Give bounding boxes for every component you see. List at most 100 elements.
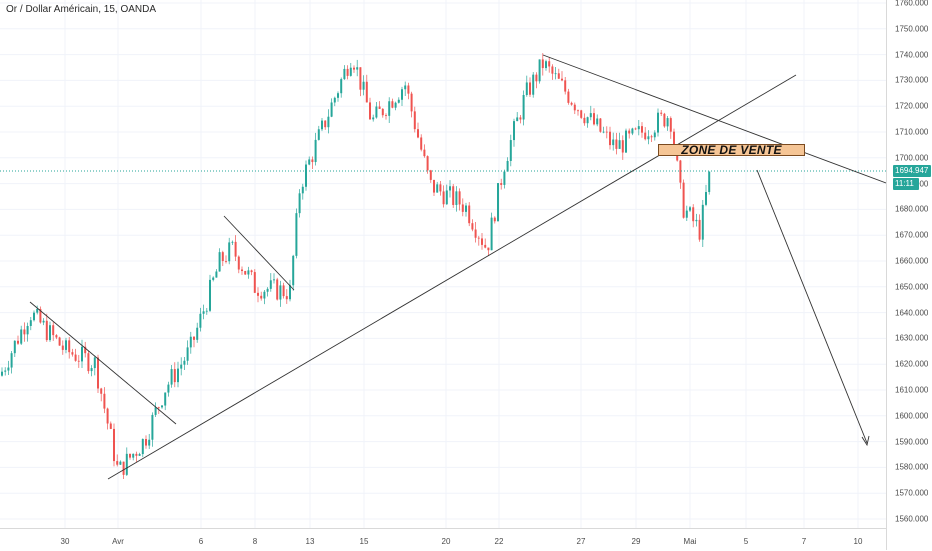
candle-body	[289, 285, 291, 300]
candle-body	[410, 93, 413, 112]
candle-body	[618, 140, 621, 149]
time-tick-label: 8	[252, 537, 258, 546]
candle-body	[653, 132, 656, 138]
candle-body	[695, 219, 698, 222]
price-tick-label: 1760.000	[895, 0, 929, 8]
candle-body	[23, 329, 26, 335]
candle-body	[567, 91, 570, 103]
candle-body	[33, 312, 35, 321]
trendline-small-descending-1[interactable]	[29, 301, 177, 425]
candle-body	[90, 368, 93, 372]
trendline-resistance[interactable]	[542, 54, 886, 184]
candle-body	[481, 238, 483, 245]
drawings-layer[interactable]	[29, 54, 886, 480]
chart-area[interactable]: Or / Dollar Américain, 15, OANDA ZONE DE…	[0, 0, 886, 550]
candle-body	[426, 156, 429, 171]
price-tick-label: 1570.000	[895, 488, 929, 498]
time-tick-label: Mai	[683, 537, 697, 546]
candle-body	[429, 170, 432, 180]
candle-body	[141, 439, 144, 455]
price-tick-label: 1590.000	[895, 437, 929, 447]
time-tick-label: 22	[494, 537, 504, 546]
candle-body	[548, 61, 551, 67]
candle-body	[356, 67, 359, 70]
candle-body	[391, 101, 394, 108]
price-axis[interactable]: 1760.000 1750.000 1740.000 1730.000 1720.000…	[886, 0, 932, 550]
candle-body	[513, 121, 515, 141]
candle-body	[10, 353, 13, 368]
candle-body	[701, 204, 704, 240]
candle-body	[346, 68, 349, 76]
candle-body	[129, 453, 131, 458]
candle-body	[215, 271, 218, 278]
time-tick-label: 20	[441, 537, 451, 546]
candle-body	[369, 102, 371, 120]
candle-body	[186, 347, 189, 361]
candle-body	[359, 67, 362, 90]
time-axis[interactable]: 30 Avr 6 8 13 15 20 22 27 29 Mai 5 7 10	[0, 528, 886, 551]
candle-body	[586, 117, 589, 124]
candle-body	[689, 207, 691, 211]
candle-body	[193, 336, 195, 340]
candle-body	[324, 120, 327, 128]
time-tick-label: 30	[60, 537, 70, 546]
candle-body	[362, 81, 365, 90]
candle-body	[500, 183, 503, 185]
trendline-small-descending-2[interactable]	[223, 215, 295, 291]
candle-body	[692, 207, 695, 222]
candle-body	[154, 407, 157, 415]
candle-body	[477, 237, 480, 239]
candle-body	[13, 340, 16, 354]
candle-body	[314, 139, 317, 163]
candle-body	[52, 325, 55, 336]
time-tick-label: 5	[743, 537, 749, 546]
candle-body	[583, 117, 586, 124]
candle-body	[381, 108, 384, 116]
chart-canvas[interactable]	[0, 0, 886, 528]
candle-body	[228, 242, 231, 262]
candle-body	[151, 414, 154, 440]
candle-body	[45, 320, 48, 341]
candle-body	[119, 461, 122, 465]
candle-body	[471, 223, 474, 230]
candle-body	[385, 115, 387, 117]
grid-lines	[0, 0, 886, 528]
candle-body	[625, 130, 627, 153]
sell-zone-label[interactable]: ZONE DE VENTE	[658, 144, 805, 156]
candle-body	[484, 244, 487, 248]
candle-body	[221, 252, 224, 262]
candle-body	[282, 285, 285, 297]
candle-body	[516, 117, 519, 122]
price-tick-label: 1660.000	[895, 256, 929, 266]
projection-arrow-shaft[interactable]	[756, 169, 868, 444]
candle-body	[234, 241, 237, 257]
trendline-ascending-support[interactable]	[107, 74, 797, 480]
price-tick-label: 1650.000	[895, 282, 929, 292]
candle-body	[417, 129, 419, 138]
candle-body	[487, 247, 490, 251]
candle-body	[212, 277, 215, 280]
candle-body	[666, 118, 669, 127]
candle-body	[628, 130, 631, 134]
candle-body	[554, 73, 557, 75]
candle-body	[401, 89, 403, 100]
candle-body	[365, 81, 368, 103]
candle-body	[327, 116, 330, 128]
candle-body	[189, 336, 192, 348]
candle-body	[388, 101, 391, 116]
price-tick-label: 1750.000	[895, 24, 929, 34]
candle-body	[708, 171, 711, 193]
candle-body	[97, 357, 99, 389]
candle-body	[109, 423, 112, 429]
candle-body	[682, 182, 685, 218]
candle-body	[340, 79, 343, 94]
candle-body	[663, 113, 666, 127]
candle-body	[423, 149, 426, 157]
candle-body	[311, 159, 314, 163]
candle-body	[679, 160, 682, 183]
candle-body	[353, 67, 355, 70]
candle-body	[250, 270, 253, 273]
candle-body	[68, 340, 71, 353]
candle-body	[247, 270, 250, 275]
candle-body	[244, 271, 247, 275]
